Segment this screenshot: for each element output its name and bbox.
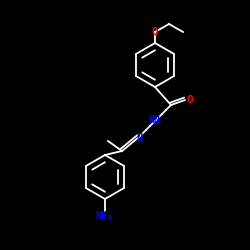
Text: HN: HN (148, 115, 160, 125)
Text: N: N (136, 133, 142, 143)
Text: O: O (186, 95, 194, 105)
Text: O: O (152, 27, 158, 37)
Text: NH₂: NH₂ (95, 211, 113, 221)
